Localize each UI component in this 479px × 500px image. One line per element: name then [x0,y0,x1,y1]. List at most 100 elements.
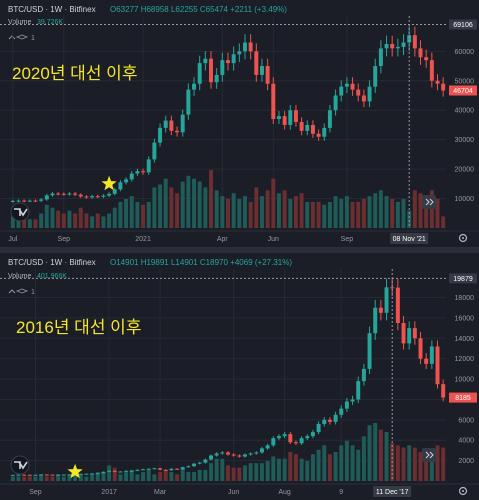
candle[interactable] [78,194,83,197]
candle[interactable] [141,171,146,173]
candle[interactable] [259,448,264,453]
candle[interactable] [33,200,38,202]
candle[interactable] [435,346,440,385]
candle[interactable] [288,110,293,125]
candle[interactable] [361,95,366,102]
layers-icon[interactable] [15,288,29,294]
candle[interactable] [231,454,236,456]
candle[interactable] [293,110,298,122]
candle[interactable] [124,470,129,472]
candle[interactable] [327,110,332,128]
scroll-to-realtime-button[interactable] [422,195,436,209]
candle[interactable] [61,474,66,476]
candle[interactable] [435,80,440,84]
candle[interactable] [356,381,361,400]
candle[interactable] [186,466,191,468]
candle[interactable] [226,60,230,64]
chevron-up-icon[interactable] [8,35,16,40]
candle[interactable] [84,196,89,198]
price-axis[interactable] [446,269,479,481]
candle[interactable] [22,200,27,202]
candle[interactable] [271,83,276,120]
candle[interactable] [367,333,372,369]
candle[interactable] [350,399,355,402]
candle[interactable] [209,455,213,460]
candle[interactable] [429,346,434,364]
candle[interactable] [214,453,219,456]
candle[interactable] [90,473,95,475]
candle[interactable] [384,287,389,313]
candle[interactable] [418,48,423,58]
candle[interactable] [27,200,32,202]
candle[interactable] [401,323,406,344]
symbol-label[interactable]: BTC/USD [8,5,43,14]
double-chevron-right-icon[interactable] [425,198,434,206]
candle[interactable] [237,455,242,457]
candle[interactable] [248,453,253,455]
price-axis[interactable] [446,16,479,228]
candle[interactable] [322,419,327,424]
candle[interactable] [90,196,95,198]
candle[interactable] [441,83,446,91]
candle[interactable] [10,200,15,202]
double-chevron-right-icon[interactable] [425,451,434,459]
candle[interactable] [350,83,355,90]
candle[interactable] [378,48,383,67]
candle[interactable] [276,436,281,439]
candle[interactable] [412,35,417,49]
candle[interactable] [135,469,140,471]
candle[interactable] [135,171,140,174]
candle[interactable] [367,86,372,102]
candle[interactable] [361,368,366,382]
candle[interactable] [180,114,185,133]
candle[interactable] [56,193,61,195]
candle[interactable] [192,463,197,467]
candle[interactable] [203,58,208,64]
candle[interactable] [180,467,185,470]
chevron-up-icon[interactable] [8,289,16,294]
candle[interactable] [220,452,225,454]
interval-label[interactable]: 1W [50,5,62,14]
candle[interactable] [407,328,412,344]
candle[interactable] [424,57,429,61]
candle[interactable] [67,474,72,476]
candle[interactable] [282,434,287,437]
candle[interactable] [316,133,321,137]
candle[interactable] [39,199,44,201]
candle[interactable] [158,468,163,470]
candlestick-chart-2020[interactable]: BTC/USD · 1W · Bitfinex O63277 H68958 L6… [0,0,479,247]
candle[interactable] [344,401,349,409]
candle[interactable] [356,89,361,96]
candle[interactable] [101,471,106,474]
candle[interactable] [203,459,208,463]
candle[interactable] [310,432,315,437]
candle[interactable] [112,470,117,472]
candle[interactable] [373,66,378,87]
candle[interactable] [163,120,168,128]
candle[interactable] [61,193,66,195]
candle[interactable] [78,473,83,475]
candle[interactable] [192,83,197,90]
volume-label[interactable]: Volume [8,19,31,26]
candle[interactable] [288,434,293,443]
candle[interactable] [146,159,151,173]
candle[interactable] [390,287,395,289]
candle[interactable] [441,384,446,398]
candle[interactable] [276,116,281,120]
candle[interactable] [33,474,38,476]
candle[interactable] [333,95,338,111]
plot-area[interactable]: 1800016000140001200010000800060004000200… [0,269,479,497]
candle[interactable] [169,120,174,131]
candle[interactable] [67,193,72,195]
candle[interactable] [197,63,202,84]
candle[interactable] [231,54,236,64]
plot-area[interactable]: 60000 50000 40000 30000 20000 10000 69106 46704… [0,16,479,244]
candle[interactable] [169,468,174,471]
candle[interactable] [293,442,298,444]
candle[interactable] [209,58,213,83]
candle[interactable] [373,307,378,334]
symbol-label[interactable]: BTC/USD [8,258,43,267]
candle[interactable] [429,60,434,81]
candle[interactable] [339,408,344,415]
candle[interactable] [327,419,332,422]
